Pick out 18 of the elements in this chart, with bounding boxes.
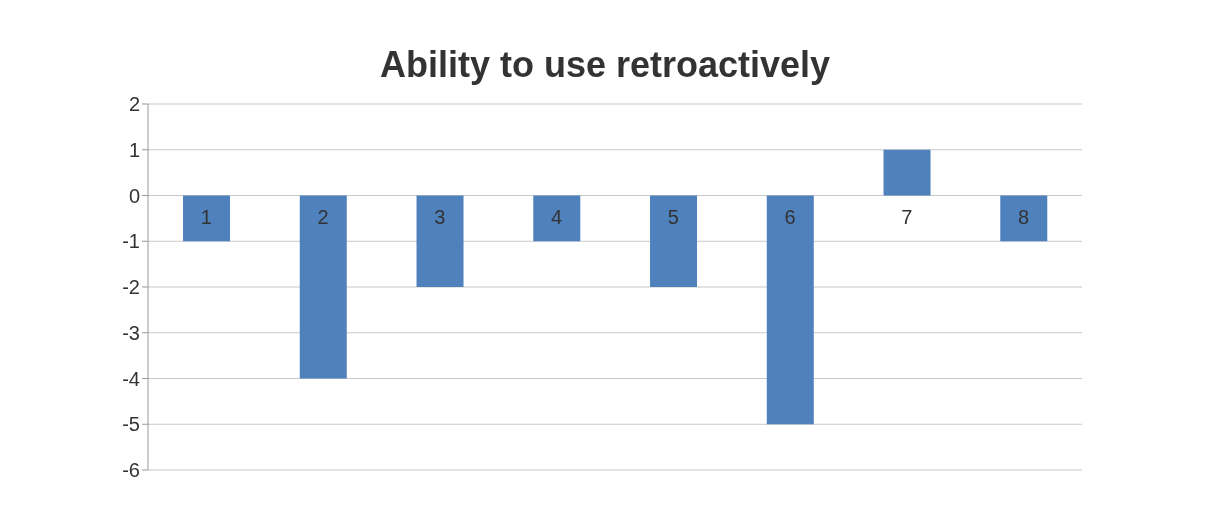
x-tick-label: 4	[551, 205, 563, 228]
chart-title: Ability to use retroactively	[378, 43, 832, 87]
y-tick-label: 2	[128, 93, 140, 116]
y-tick-label: -1	[122, 230, 140, 253]
x-tick-label: 2	[317, 205, 329, 228]
y-tick-label: 1	[128, 138, 140, 161]
y-tick-label: -2	[122, 276, 140, 299]
y-tick-label: -3	[122, 321, 140, 344]
x-tick-label: 5	[667, 205, 679, 228]
x-tick-label: 1	[200, 205, 212, 228]
x-tick-label: 3	[434, 205, 446, 228]
x-tick-label: 8	[1018, 205, 1030, 228]
y-tick-label: -6	[122, 459, 140, 482]
x-tick-label: 7	[901, 205, 913, 228]
y-tick-label: -4	[122, 367, 140, 390]
y-tick-label: -5	[122, 413, 140, 436]
y-tick-label: 0	[128, 184, 140, 207]
x-tick-label: 6	[784, 205, 796, 228]
